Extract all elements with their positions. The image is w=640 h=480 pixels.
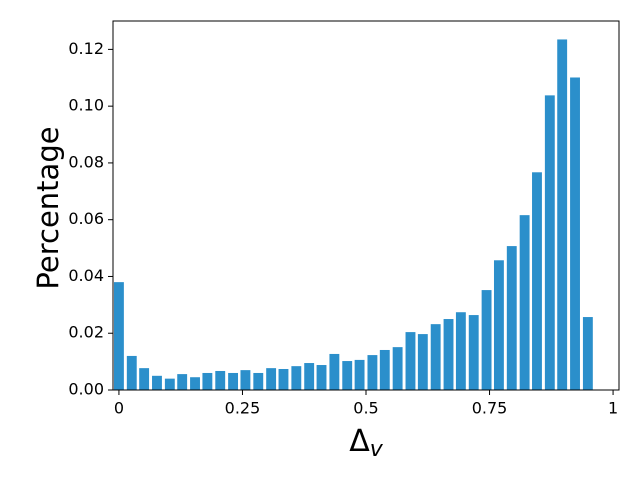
bar [113, 282, 124, 390]
bar [253, 372, 264, 390]
x-tick-label: 0.5 [353, 399, 378, 418]
y-tick-label: 0.02 [68, 323, 104, 342]
y-tick-label: 0.04 [68, 266, 104, 285]
bar [455, 312, 466, 390]
bar [202, 372, 213, 390]
x-axis-label: Δv [349, 424, 384, 463]
bar [481, 290, 492, 390]
x-tick-label: 1 [608, 399, 618, 418]
bar [240, 370, 251, 390]
bar [164, 378, 175, 390]
bar [329, 353, 340, 390]
x-tick-label: 0 [114, 399, 124, 418]
bar [443, 319, 454, 390]
bar [354, 359, 365, 390]
bar [291, 366, 302, 390]
bar [544, 95, 555, 391]
bar [506, 246, 517, 390]
y-tick-label: 0.00 [68, 380, 104, 399]
x-axis-label-sub: v [370, 437, 384, 462]
y-axis-label: Percentage [31, 126, 65, 289]
x-axis-label-main: Δ [349, 424, 370, 459]
bar [519, 215, 530, 390]
bar [139, 368, 150, 390]
bar [215, 370, 226, 390]
bar [152, 375, 162, 390]
bar [266, 368, 277, 390]
x-tick-label: 0.25 [225, 399, 261, 418]
bar [342, 361, 353, 390]
bar [126, 355, 137, 390]
bar [228, 372, 239, 390]
bar [367, 355, 378, 390]
bar [570, 77, 580, 390]
x-tick-label: 0.75 [472, 399, 508, 418]
bar [468, 315, 479, 390]
y-tick-label: 0.10 [68, 96, 104, 115]
bar [177, 374, 188, 390]
bar [532, 172, 542, 390]
bar [190, 377, 200, 390]
bar [557, 39, 568, 390]
plot-frame [112, 20, 620, 391]
y-tick-label: 0.08 [68, 152, 104, 171]
bar [379, 349, 390, 390]
y-tick-label: 0.06 [68, 209, 104, 228]
bar [582, 317, 593, 390]
bar [392, 347, 403, 390]
bar [278, 368, 289, 390]
bar [430, 324, 441, 390]
bar [493, 260, 504, 390]
y-tick-label: 0.12 [68, 39, 104, 58]
bar [405, 332, 416, 390]
bar [316, 365, 327, 390]
bar [304, 363, 315, 390]
bar [417, 334, 428, 390]
